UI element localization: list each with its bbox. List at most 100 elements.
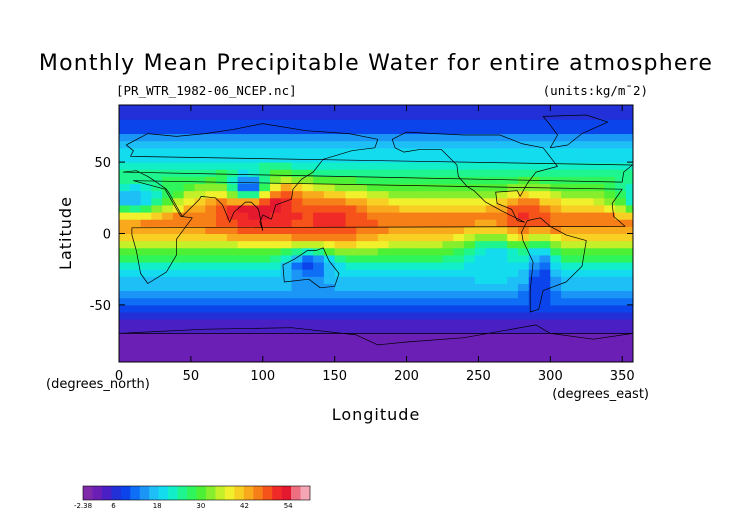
heatmap-cell: [410, 304, 422, 313]
heatmap-cell: [388, 219, 400, 227]
heatmap-cell: [259, 290, 271, 299]
heatmap-cell: [259, 304, 271, 313]
heatmap-cell: [237, 254, 249, 263]
heatmap-cell: [485, 283, 497, 292]
heatmap-cell: [410, 133, 422, 142]
heatmap-cell: [291, 176, 303, 185]
x-unit-label: (degrees_east): [552, 387, 649, 402]
heatmap-cell: [334, 197, 346, 206]
y-tick-label: -50: [90, 299, 111, 314]
heatmap-cell: [129, 240, 142, 249]
heatmap-cell: [485, 297, 497, 306]
heatmap-cell: [507, 147, 519, 156]
heatmap-cell: [474, 233, 487, 242]
heatmap-cell: [388, 247, 400, 256]
heatmap-cell: [453, 262, 465, 270]
heatmap-cell: [291, 304, 303, 313]
continent-outline-north-america: [391, 131, 558, 223]
heatmap-cell: [625, 283, 634, 292]
heatmap-cell: [582, 176, 594, 185]
heatmap-cell: [615, 247, 627, 256]
heatmap-cell: [474, 169, 487, 177]
heatmap-cell: [345, 319, 357, 327]
heatmap-cell: [442, 347, 454, 356]
heatmap-cell: [399, 312, 411, 320]
heatmap-cell: [420, 319, 433, 327]
heatmap-cell: [474, 319, 487, 327]
heatmap-cell: [615, 204, 627, 213]
heatmap-cell: [323, 169, 336, 177]
heatmap-cell: [313, 212, 325, 220]
heatmap-cell: [507, 354, 519, 363]
heatmap-cell: [550, 347, 562, 356]
heatmap-cell: [119, 126, 131, 135]
heatmap-cell: [410, 333, 422, 342]
heatmap-cell: [367, 140, 379, 149]
heatmap-cell: [625, 319, 634, 327]
heatmap-cell: [442, 276, 454, 284]
heatmap-cell: [528, 226, 541, 234]
heatmap-cell: [313, 333, 325, 342]
heatmap-cell: [183, 133, 195, 142]
heatmap-cell: [464, 333, 476, 342]
heatmap-cell: [410, 240, 422, 249]
heatmap-cell: [539, 233, 551, 242]
heatmap-cell: [377, 112, 390, 120]
heatmap-cell: [151, 126, 163, 135]
heatmap-cell: [269, 226, 282, 234]
heatmap-cell: [625, 105, 634, 113]
heatmap-cell: [431, 112, 443, 120]
heatmap-cell: [172, 354, 185, 363]
heatmap-cell: [140, 283, 152, 292]
heatmap-cell: [129, 140, 142, 149]
heatmap-cell: [269, 219, 282, 227]
heatmap-cell: [593, 204, 605, 213]
heatmap-cell: [496, 119, 508, 127]
heatmap-cell: [453, 176, 465, 185]
heatmap-cell: [550, 219, 562, 227]
heatmap-cell: [485, 204, 497, 213]
colorbar-tick-label: 42: [240, 502, 249, 510]
heatmap-cell: [625, 333, 634, 342]
heatmap-cell: [485, 140, 497, 149]
heatmap-cell: [205, 147, 217, 156]
heatmap-cell: [226, 333, 239, 342]
heatmap-cell: [313, 147, 325, 156]
heatmap-cell: [582, 240, 594, 249]
heatmap-cell: [485, 190, 497, 199]
heatmap-cell: [162, 247, 174, 256]
heatmap-cell: [140, 240, 152, 249]
heatmap-cell: [356, 269, 368, 277]
heatmap-cell: [302, 312, 314, 320]
x-tick-label: 0: [115, 369, 123, 384]
heatmap-cell: [550, 105, 562, 113]
heatmap-cell: [356, 147, 368, 156]
heatmap-cell: [140, 247, 152, 256]
heatmap-cell: [528, 233, 541, 242]
heatmap-cell: [259, 354, 271, 363]
heatmap-cell: [517, 233, 530, 242]
heatmap-cell: [248, 276, 260, 284]
heatmap-cell: [496, 219, 508, 227]
heatmap-cell: [194, 354, 206, 363]
heatmap-cell: [410, 283, 422, 292]
heatmap-cell: [377, 169, 390, 177]
colorbar-swatch: [120, 486, 131, 500]
heatmap-cell: [226, 126, 239, 135]
heatmap-cell: [550, 269, 562, 277]
heatmap-cell: [129, 197, 142, 206]
heatmap-cell: [302, 219, 314, 227]
heatmap-cell: [172, 312, 185, 320]
heatmap-cell: [420, 240, 433, 249]
heatmap-cell: [453, 219, 465, 227]
heatmap-cell: [561, 319, 573, 327]
heatmap-cell: [539, 119, 551, 127]
heatmap-cell: [485, 147, 497, 156]
heatmap-cell: [528, 169, 541, 177]
heatmap-cell: [528, 126, 541, 135]
heatmap-cell: [507, 276, 519, 284]
heatmap-cell: [216, 197, 228, 206]
heatmap-cell: [367, 197, 379, 206]
heatmap-cell: [291, 183, 303, 192]
heatmap-cell: [291, 162, 303, 170]
